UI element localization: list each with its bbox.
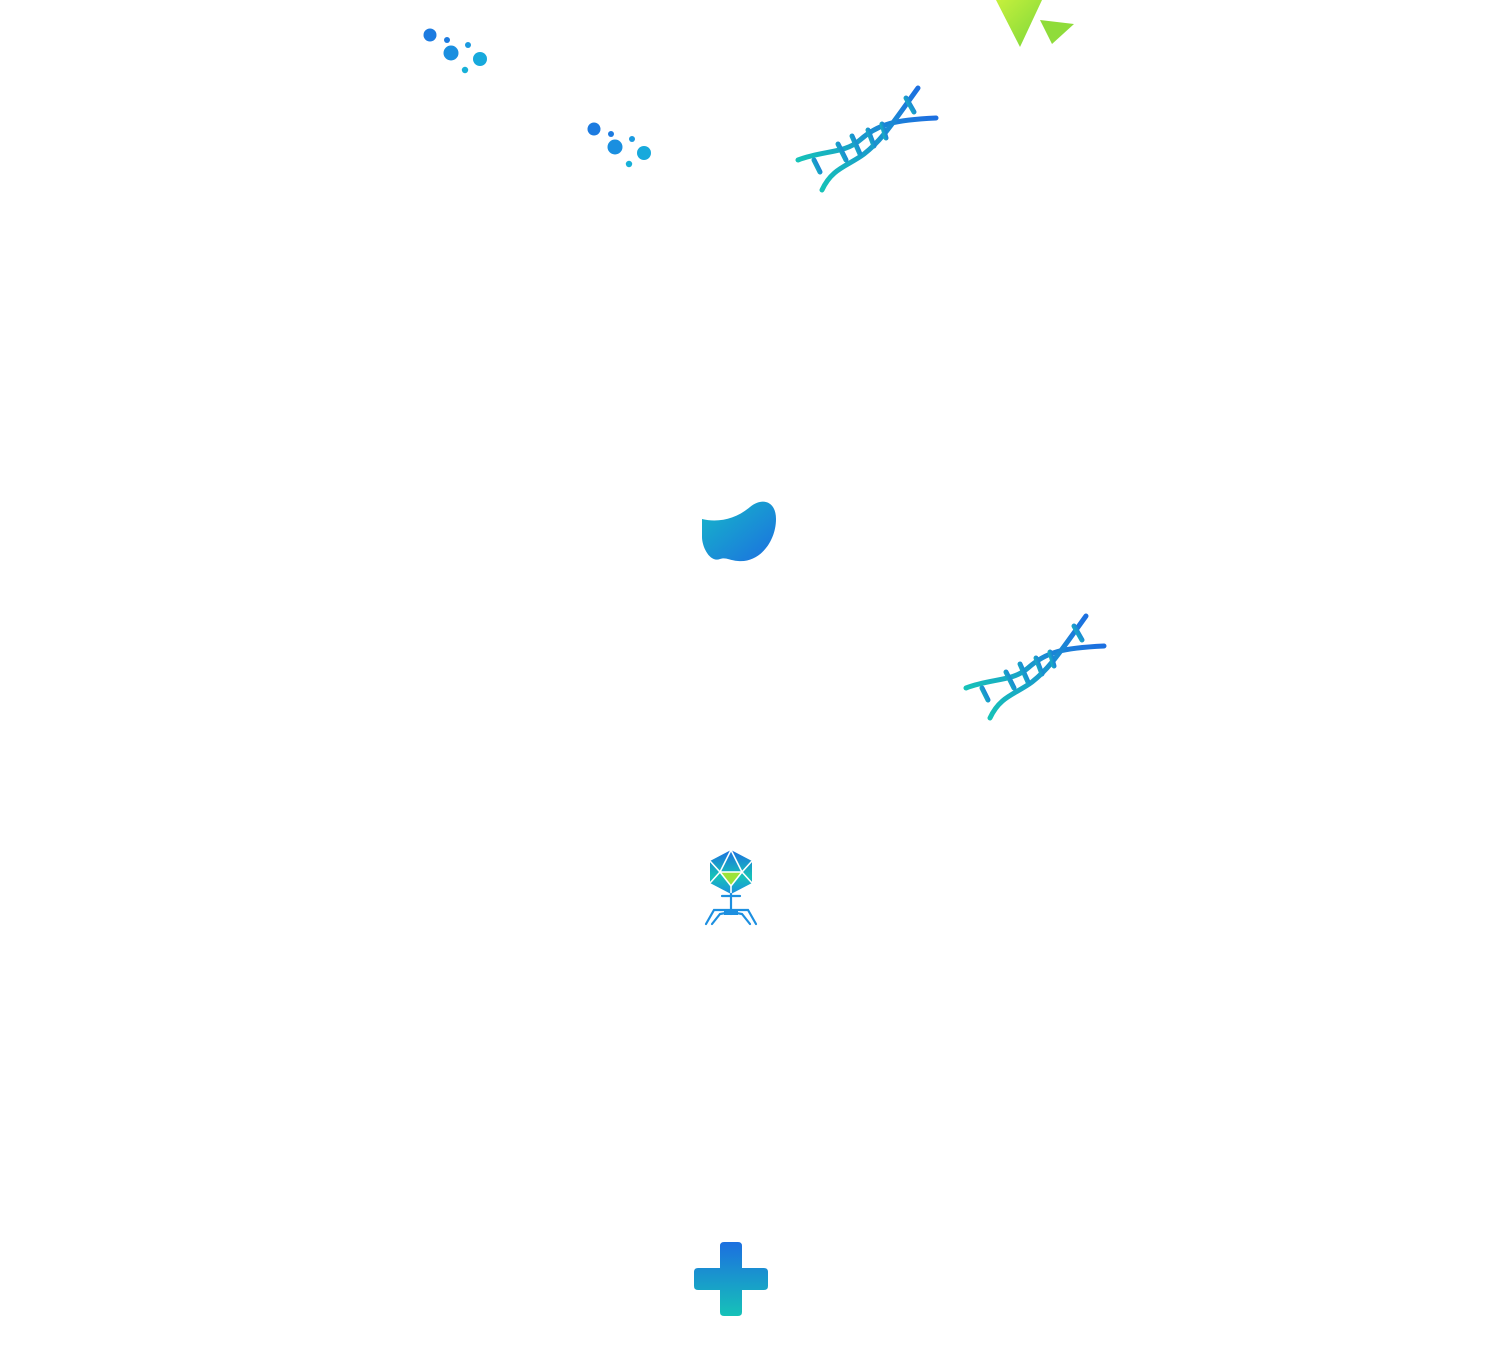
dna-helix-icon (963, 613, 1107, 721)
bacteriophage-icon (704, 848, 758, 926)
molecule-bubbles-icon (587, 122, 651, 168)
medical-cross-icon (694, 1242, 768, 1316)
dna-helix-icon (795, 85, 939, 193)
triangles-icon (996, 0, 1074, 47)
molecule-bubbles-icon (423, 28, 487, 74)
cell-blob-icon (702, 501, 776, 562)
